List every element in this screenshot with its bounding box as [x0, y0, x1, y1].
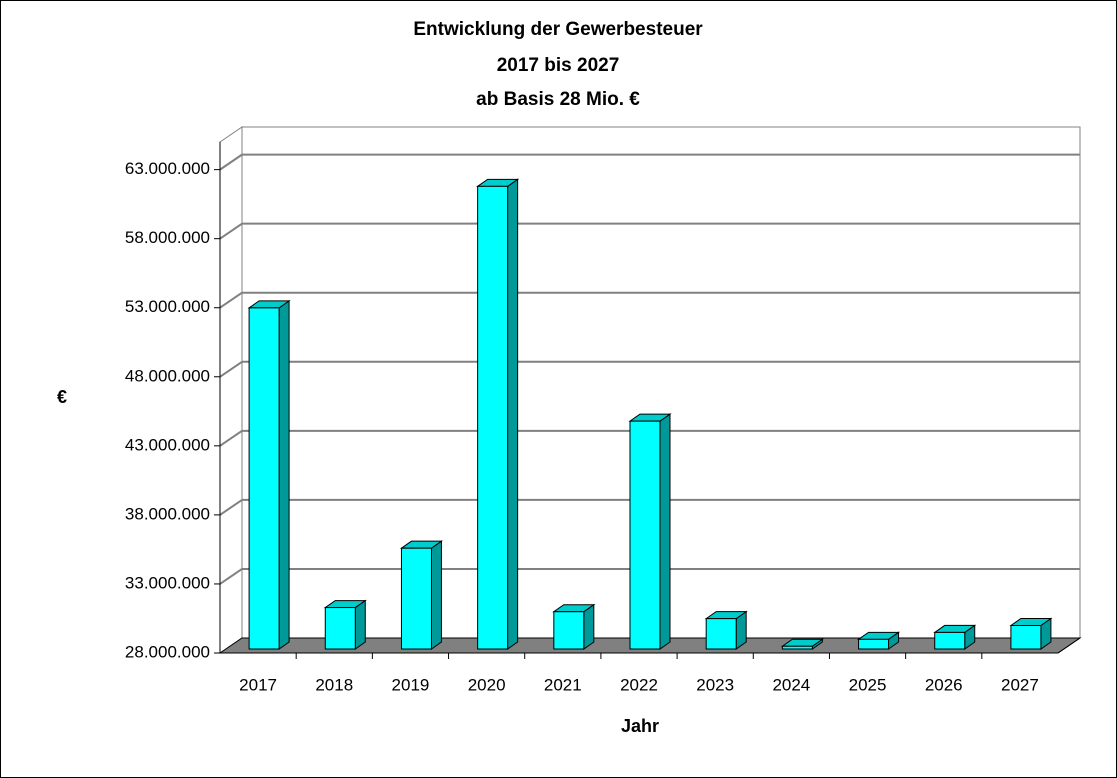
bar	[934, 631, 966, 650]
x-tick-label: 2027	[1001, 675, 1039, 694]
bar-side	[430, 540, 442, 650]
y-tick-label: 48.000.000	[125, 366, 210, 385]
x-tick-label: 2019	[392, 675, 430, 694]
y-tick-label: 63.000.000	[125, 159, 210, 178]
bar-side	[507, 178, 519, 650]
grid-line	[219, 360, 243, 378]
x-tick-label: 2025	[849, 675, 887, 694]
grid-line	[219, 430, 243, 447]
x-tick-label: 2017	[239, 675, 277, 694]
bar	[1010, 625, 1042, 650]
bar	[400, 547, 432, 650]
bar	[705, 618, 737, 650]
bar	[629, 420, 661, 650]
y-tick-label: 53.000.000	[125, 297, 210, 316]
bar	[858, 638, 890, 650]
grid-line	[219, 222, 243, 240]
y-tick-label: 28.000.000	[125, 642, 210, 661]
y-tick-label: 58.000.000	[125, 228, 210, 247]
chart-title: Entwicklung der Gewerbesteuer	[413, 19, 703, 40]
side-wall	[219, 126, 243, 654]
y-tick-label: 33.000.000	[125, 573, 210, 592]
x-tick-label: 2022	[620, 675, 658, 694]
chart-title: 2017 bis 2027	[497, 55, 620, 76]
grid-line	[219, 568, 243, 585]
x-tick-label: 2023	[696, 675, 734, 694]
x-axis	[1057, 637, 1081, 654]
x-tick-label: 2021	[544, 675, 582, 694]
x-tick-label: 2024	[772, 675, 810, 694]
bar-side	[354, 599, 366, 650]
y-tick-label: 38.000.000	[125, 504, 210, 523]
bar-side	[278, 299, 290, 650]
grid-line	[219, 153, 243, 171]
x-tick-label: 2026	[925, 675, 963, 694]
y-tick-label: 43.000.000	[125, 435, 210, 454]
chart-title: ab Basis 28 Mio. €	[476, 89, 640, 110]
x-tick-label: 2018	[315, 675, 353, 694]
bar	[477, 185, 509, 650]
bar	[781, 645, 813, 650]
x-axis-label: Jahr	[621, 716, 659, 736]
bar	[248, 307, 280, 650]
bar-side	[583, 603, 595, 650]
grid-line	[219, 499, 243, 516]
bar	[324, 607, 356, 650]
grid-line	[219, 291, 243, 309]
bar	[553, 611, 585, 650]
bar-side	[659, 413, 671, 650]
x-tick-label: 2020	[468, 675, 506, 694]
y-axis-label: €	[57, 387, 67, 407]
